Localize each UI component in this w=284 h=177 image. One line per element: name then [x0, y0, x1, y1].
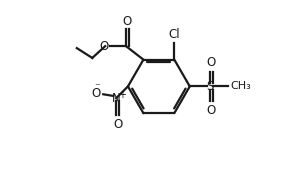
Text: Cl: Cl: [168, 28, 180, 41]
Text: O: O: [207, 56, 216, 69]
Text: +: +: [118, 90, 126, 100]
Text: CH₃: CH₃: [231, 81, 252, 91]
Text: O: O: [99, 40, 108, 53]
Text: O: O: [123, 15, 132, 28]
Text: N: N: [112, 92, 120, 105]
Text: O: O: [113, 118, 122, 131]
Text: S: S: [206, 80, 214, 93]
Text: O: O: [207, 104, 216, 117]
Text: ⁻: ⁻: [94, 82, 100, 92]
Text: O: O: [91, 87, 101, 100]
